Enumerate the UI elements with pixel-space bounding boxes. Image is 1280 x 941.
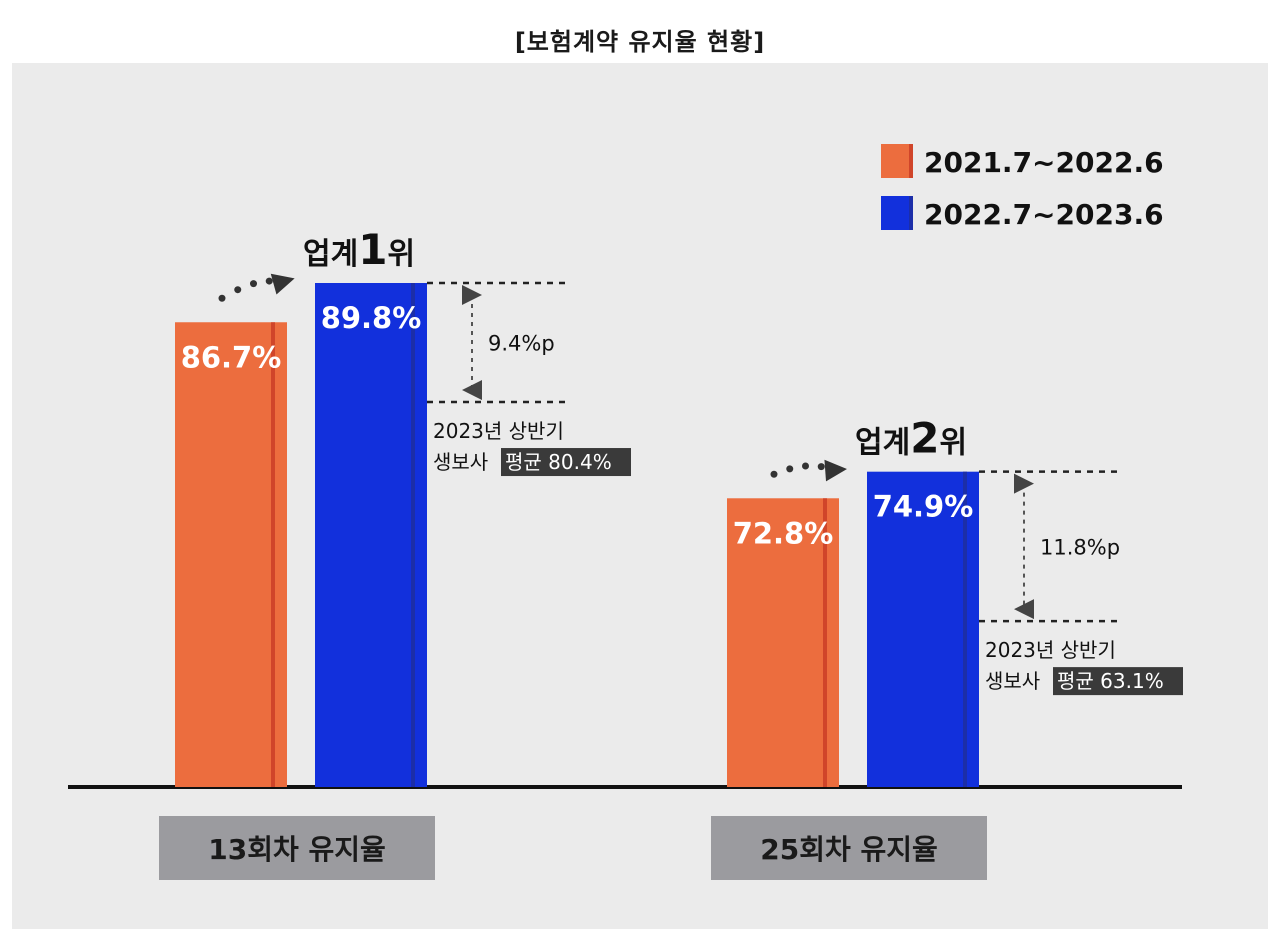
- average-highlight-box: [501, 448, 631, 477]
- bar-edge-stripe: [823, 498, 827, 787]
- bar-edge-stripe: [271, 322, 275, 787]
- average-note-line1: 2023년 상반기: [433, 419, 564, 443]
- bar-edge-stripe: [963, 471, 967, 787]
- arrow-dot: [770, 470, 778, 478]
- average-note-prefix: 생보사: [433, 450, 488, 474]
- chart-title: [보험계약 유지율 현황]: [514, 28, 766, 56]
- bar-2022-25: [867, 471, 979, 787]
- average-highlight-text: 평균 63.1%: [1057, 669, 1164, 693]
- arrow-head: [270, 273, 295, 295]
- arrow-dot: [250, 280, 257, 288]
- difference-label: 11.8%p: [1040, 535, 1120, 559]
- average-highlight-text: 평균 80.4%: [505, 450, 612, 474]
- arrow-dot: [234, 286, 242, 294]
- arrow-dot: [802, 462, 809, 470]
- arrow-head: [824, 459, 847, 482]
- legend-label: 2022.7~2023.6: [924, 198, 1164, 231]
- bar-value-label: 72.8%: [733, 516, 834, 550]
- arrow-dot: [265, 277, 273, 285]
- category-label: 13회차 유지율: [208, 833, 386, 866]
- bar-value-label: 89.8%: [321, 301, 422, 335]
- arrow-dot: [817, 463, 825, 471]
- average-highlight-box: [1053, 667, 1183, 696]
- legend-swatch-2021: [881, 144, 913, 178]
- average-note-prefix: 생보사: [985, 669, 1040, 693]
- category-box: [159, 816, 435, 880]
- bar-2022-13: [315, 283, 427, 787]
- bar-2021-25: [727, 498, 839, 787]
- bar-edge-stripe: [411, 283, 415, 787]
- arrow-dot: [786, 465, 794, 473]
- legend-label: 2021.7~2022.6: [924, 146, 1164, 179]
- bar-value-label: 74.9%: [873, 490, 974, 524]
- bar-value-label: 86.7%: [181, 340, 282, 374]
- category-box: [711, 816, 987, 880]
- legend-swatch-2022: [881, 196, 913, 230]
- legend-swatch-stripe: [909, 144, 913, 178]
- bar-2021-13: [175, 322, 287, 787]
- rank-label: 업계1위: [303, 225, 415, 274]
- category-label: 25회차 유지율: [760, 833, 938, 866]
- legend-swatch-stripe: [909, 196, 913, 230]
- rank-label: 업계2위: [855, 414, 967, 463]
- arrow-dot: [218, 294, 226, 302]
- average-note-line1: 2023년 상반기: [985, 638, 1116, 662]
- difference-label: 9.4%p: [488, 332, 555, 356]
